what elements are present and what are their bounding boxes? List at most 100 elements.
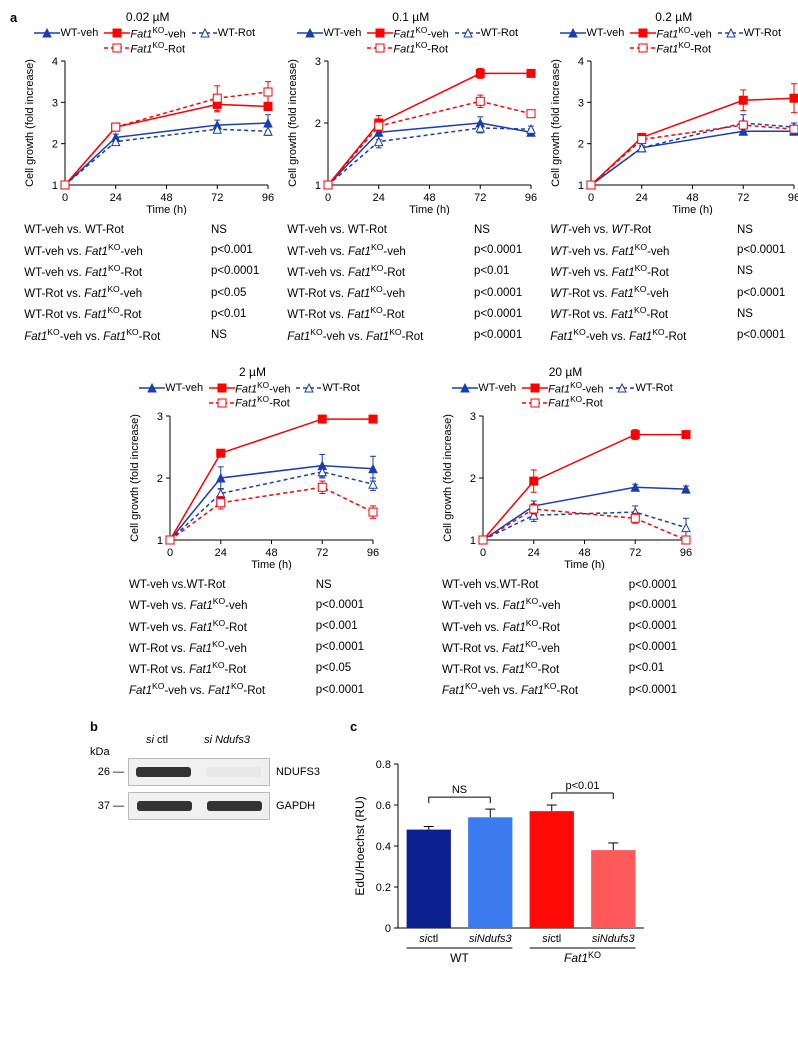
svg-text:96: 96 [262,192,274,204]
svg-text:48: 48 [687,192,699,204]
chart-legend: WT-vehFat1KO-vehWT-RotFat1KO-Rot [126,381,379,410]
svg-text:72: 72 [737,192,749,204]
bar [530,812,574,929]
svg-text:24: 24 [110,192,122,204]
bar [407,830,451,928]
panel-b: b si ctl si Ndufs3 kDa 26 — NDUFS3 37 — … [90,719,320,826]
svg-text:3: 3 [470,411,476,423]
blot-protein-label: NDUFS3 [276,766,320,778]
panel-c-label: c [350,719,650,734]
stats-row: WT-Rot vs. Fat1KO-RotNS [549,304,798,323]
chart-title: 20 µM [439,365,692,379]
svg-text:0: 0 [62,192,68,204]
svg-text:3: 3 [157,411,163,423]
svg-text:Time (h): Time (h) [564,559,605,570]
svg-text:Fat1KO: Fat1KO [564,950,601,965]
blot-kda: 37 — [90,800,128,812]
svg-text:72: 72 [629,547,641,559]
blot-protein-label: GAPDH [276,800,315,812]
svg-text:0.6: 0.6 [376,800,391,812]
svg-text:Cell growth (fold increase): Cell growth (fold increase) [442,414,454,542]
svg-text:WT: WT [450,951,469,965]
chart-legend: WT-vehFat1KO-vehWT-RotFat1KO-Rot [439,381,692,410]
stats-row: WT-veh vs. Fat1KO-vehp<0.0001 [286,241,535,260]
svg-text:Cell growth (fold increase): Cell growth (fold increase) [24,59,36,187]
stats-row: Fat1KO-veh vs. Fat1KO-Rotp<0.0001 [549,326,798,345]
stats-row: WT-Rot vs. Fat1KO-Rotp<0.0001 [286,304,535,323]
svg-text:NS: NS [452,785,467,797]
svg-text:1: 1 [157,535,163,547]
svg-text:2: 2 [578,139,584,151]
svg-text:sictl: sictl [419,933,438,945]
svg-text:sictl: sictl [542,933,561,945]
stats-row: WT-veh vs. Fat1KO-vehp<0.0001 [128,595,377,614]
line-chart-3: 123024487296Time (h)Cell growth (fold in… [126,410,379,570]
svg-text:4: 4 [578,56,584,68]
svg-text:72: 72 [211,192,223,204]
blot-band [136,767,191,777]
stats-row: WT-Rot vs. Fat1KO-vehp<0.0001 [441,638,690,657]
svg-text:siNdufs3: siNdufs3 [469,933,513,945]
svg-text:Cell growth (fold increase): Cell growth (fold increase) [550,59,562,187]
chart-panel-3: 2 µM WT-vehFat1KO-vehWT-RotFat1KO-Rot 12… [126,365,379,702]
svg-text:1: 1 [52,180,58,192]
chart-legend: WT-vehFat1KO-vehWT-RotFat1KO-Rot [547,26,798,55]
svg-text:1: 1 [470,535,476,547]
svg-text:0: 0 [325,192,331,204]
stats-row: WT-veh vs. Fat1KO-Rotp<0.0001 [441,617,690,636]
svg-text:0.2: 0.2 [376,882,391,894]
stats-row: WT-veh vs. Fat1KO-RotNS [549,262,798,281]
svg-text:2: 2 [470,473,476,485]
stats-table: WT-veh vs. WT-RotNSWT-veh vs. Fat1KO-veh… [547,220,798,346]
chart-panel-0: 0.02 µM WT-vehFat1KO-vehWT-RotFat1KO-Rot… [21,10,274,347]
svg-text:0: 0 [385,923,391,935]
chart-title: 0.02 µM [21,10,274,24]
svg-text:0.4: 0.4 [376,841,391,853]
panel-c: c 0 0.2 0.4 0.6 0.8 EdU/Hoechst (RU) sictl siNd… [350,719,650,977]
blot-kda: 26 — [90,766,128,778]
svg-text:0.8: 0.8 [376,759,391,771]
bar [591,851,635,929]
stats-row: WT-Rot vs. Fat1KO-vehp<0.0001 [549,283,798,302]
chart-legend: WT-vehFat1KO-vehWT-RotFat1KO-Rot [21,26,274,55]
stats-row: WT-Rot vs. Fat1KO-vehp<0.0001 [286,283,535,302]
chart-title: 2 µM [126,365,379,379]
stats-row: Fat1KO-veh vs. Fat1KO-Rotp<0.0001 [128,680,377,699]
svg-text:0: 0 [480,547,486,559]
svg-text:96: 96 [367,547,379,559]
stats-table: WT-veh vs.WT-RotNSWT-veh vs. Fat1KO-vehp… [126,575,379,701]
chart-panel-1: 0.1 µM WT-vehFat1KO-vehWT-RotFat1KO-Rot … [284,10,537,347]
stats-row: WT-Rot vs. Fat1KO-Rotp<0.01 [23,304,272,323]
svg-text:72: 72 [474,192,486,204]
stats-row: WT-veh vs. Fat1KO-Rotp<0.0001 [23,262,272,281]
svg-text:1: 1 [315,180,321,192]
chart-panel-4: 20 µM WT-vehFat1KO-vehWT-RotFat1KO-Rot 1… [439,365,692,702]
kda-header: kDa [90,746,320,758]
chart-title: 0.2 µM [547,10,798,24]
blot-row: 37 — GAPDH [90,792,320,820]
svg-text:3: 3 [52,98,58,110]
stats-row: WT-veh vs. Fat1KO-Rotp<0.01 [286,262,535,281]
svg-text:24: 24 [373,192,385,204]
svg-text:EdU/Hoechst (RU): EdU/Hoechst (RU) [353,797,367,896]
svg-text:72: 72 [316,547,328,559]
blot-row: 26 — NDUFS3 [90,758,320,786]
line-chart-4: 123024487296Time (h)Cell growth (fold in… [439,410,692,570]
svg-text:2: 2 [315,118,321,130]
bar-chart: 0 0.2 0.4 0.6 0.8 EdU/Hoechst (RU) sictl siNduf… [350,734,650,974]
line-chart-0: 1234024487296Time (h)Cell growth (fold i… [21,55,274,215]
chart-legend: WT-vehFat1KO-vehWT-RotFat1KO-Rot [284,26,537,55]
stats-row: WT-Rot vs. Fat1KO-Rotp<0.01 [441,659,690,678]
svg-text:0: 0 [588,192,594,204]
stats-row: Fat1KO-veh vs. Fat1KO-Rotp<0.0001 [286,326,535,345]
svg-text:Time (h): Time (h) [409,204,450,215]
chart-title: 0.1 µM [284,10,537,24]
stats-row: WT-veh vs. WT-RotNS [23,222,272,238]
svg-text:96: 96 [525,192,537,204]
blot-band [207,801,262,811]
svg-text:Time (h): Time (h) [672,204,713,215]
svg-text:24: 24 [636,192,648,204]
svg-text:3: 3 [315,56,321,68]
svg-text:4: 4 [52,56,58,68]
panel-b-label: b [90,719,320,734]
